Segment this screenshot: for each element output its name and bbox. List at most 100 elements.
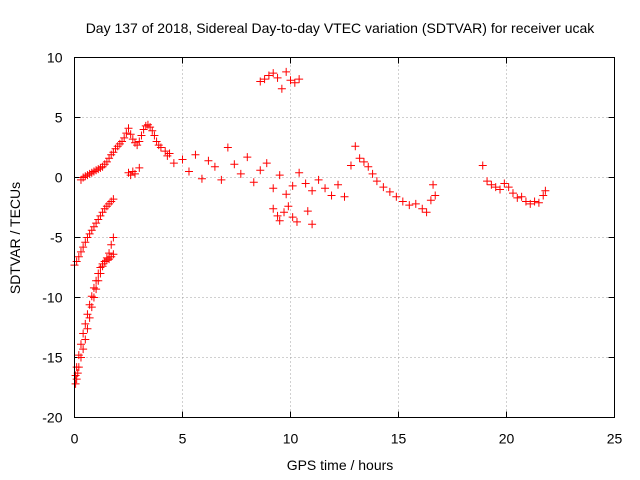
data-point-afternoon-arc (422, 208, 431, 217)
data-point-late-arc (483, 177, 492, 186)
data-point-early-arc (81, 172, 90, 181)
data-point-late-arc (487, 180, 496, 189)
data-point-high-burst (295, 75, 304, 84)
data-point-rising-arc (79, 243, 88, 252)
data-point-mid-cluster (243, 153, 252, 162)
data-point-early-arc (124, 124, 133, 133)
data-point-early-arc (126, 130, 135, 139)
data-point-rising-arc (96, 211, 105, 220)
data-point-early-arc (89, 167, 98, 176)
data-point-afternoon-arc (359, 157, 368, 166)
data-point-mid-cluster (126, 171, 135, 180)
data-point-mid-cluster (262, 159, 271, 168)
data-point-afternoon-arc (418, 204, 427, 213)
data-point-afternoon-arc (379, 183, 388, 192)
data-point-afternoon-arc (405, 201, 414, 210)
data-point-early-arc (128, 135, 137, 144)
data-point-rising-arc (89, 222, 98, 231)
data-point-mid-cluster (178, 155, 187, 164)
data-point-steep-arc-1 (89, 293, 98, 302)
data-point-afternoon-arc (392, 192, 401, 201)
data-point-early-arc (118, 137, 127, 146)
data-point-mid-cluster (236, 169, 245, 178)
data-point-steep-arc-1 (107, 240, 116, 249)
data-point-low-dips (308, 220, 317, 229)
data-point-mid-cluster (301, 179, 310, 188)
x-axis-label: GPS time / hours (287, 457, 394, 473)
data-point-steep-arc-1 (72, 375, 81, 384)
data-point-mid-cluster (295, 168, 304, 177)
data-point-mid-cluster (210, 162, 219, 171)
data-point-low-dips (275, 216, 284, 225)
data-point-high-burst (269, 69, 278, 78)
data-point-steep-arc-2 (96, 263, 105, 272)
data-point-early-arc (122, 129, 131, 138)
data-point-low-dips (273, 211, 282, 220)
data-point-early-arc (146, 123, 155, 132)
data-point-rising-arc (81, 238, 90, 247)
data-point-late-arc (517, 192, 526, 201)
data-point-steep-arc-2 (92, 276, 101, 285)
data-point-steep-arc-1 (71, 379, 80, 388)
data-point-rising-arc (85, 229, 94, 238)
y-tick-label: -20 (42, 410, 62, 426)
data-point-steep-arc-2 (94, 269, 103, 278)
data-point-late-arc (508, 189, 517, 198)
y-tick-label: -10 (42, 290, 62, 306)
data-point-low-dips (303, 207, 312, 216)
data-point-mid-cluster (334, 180, 343, 189)
y-tick-label: 10 (47, 50, 63, 66)
x-tick-label: 10 (283, 431, 299, 447)
data-point-late-arc (500, 179, 509, 188)
y-axis-label: SDTVAR / TECUs (7, 182, 23, 294)
data-point-steep-arc-1 (109, 233, 118, 242)
data-point-mid-cluster (275, 171, 284, 180)
x-tick-label: 20 (499, 431, 515, 447)
data-point-late-arc (504, 183, 513, 192)
data-point-mid-cluster (288, 181, 297, 190)
data-point-afternoon-arc (355, 154, 364, 163)
y-tick-label: 5 (55, 110, 63, 126)
data-point-mid-cluster (256, 166, 265, 175)
data-point-low-dips (280, 208, 289, 217)
data-point-rising-arc (74, 252, 83, 261)
data-point-rising-arc (98, 208, 107, 217)
data-point-steep-arc-2 (71, 371, 80, 380)
data-point-steep-arc-2 (83, 310, 92, 319)
plot-frame (74, 57, 615, 418)
data-point-rising-arc (87, 226, 96, 235)
data-point-late-arc (513, 193, 522, 202)
data-point-late-arc (539, 191, 548, 200)
data-point-rising-arc (72, 257, 81, 266)
data-point-early-arc (135, 137, 144, 146)
data-point-mid-cluster (346, 161, 355, 170)
data-point-early-arc (83, 171, 92, 180)
data-point-steep-arc-2 (76, 340, 85, 349)
data-point-low-dips (292, 217, 301, 226)
data-point-steep-arc-1 (79, 345, 88, 354)
data-point-high-burst (260, 75, 269, 84)
data-point-mid-cluster (223, 143, 232, 152)
data-point-steep-arc-2 (74, 351, 83, 360)
x-tick-label: 5 (179, 431, 187, 447)
data-point-late-arc (496, 185, 505, 194)
data-point-early-arc (96, 163, 105, 172)
data-point-steep-arc-1 (81, 335, 90, 344)
data-point-low-dips (284, 202, 293, 211)
data-point-mid-cluster (351, 142, 360, 151)
data-point-early-arc (141, 121, 150, 130)
data-point-mid-cluster (184, 167, 193, 176)
data-point-rising-arc (83, 233, 92, 242)
data-point-mid-cluster (314, 175, 323, 184)
data-point-mid-cluster (340, 192, 349, 201)
data-point-early-arc (79, 173, 88, 182)
data-point-steep-arc-2 (89, 283, 98, 292)
data-point-early-arc (109, 148, 118, 157)
data-point-early-arc (152, 137, 161, 146)
data-point-mid-cluster (249, 178, 258, 187)
data-point-early-arc (92, 166, 101, 175)
data-point-mid-cluster (130, 169, 139, 178)
data-point-late-arc (534, 198, 543, 207)
data-point-early-arc (150, 131, 159, 140)
